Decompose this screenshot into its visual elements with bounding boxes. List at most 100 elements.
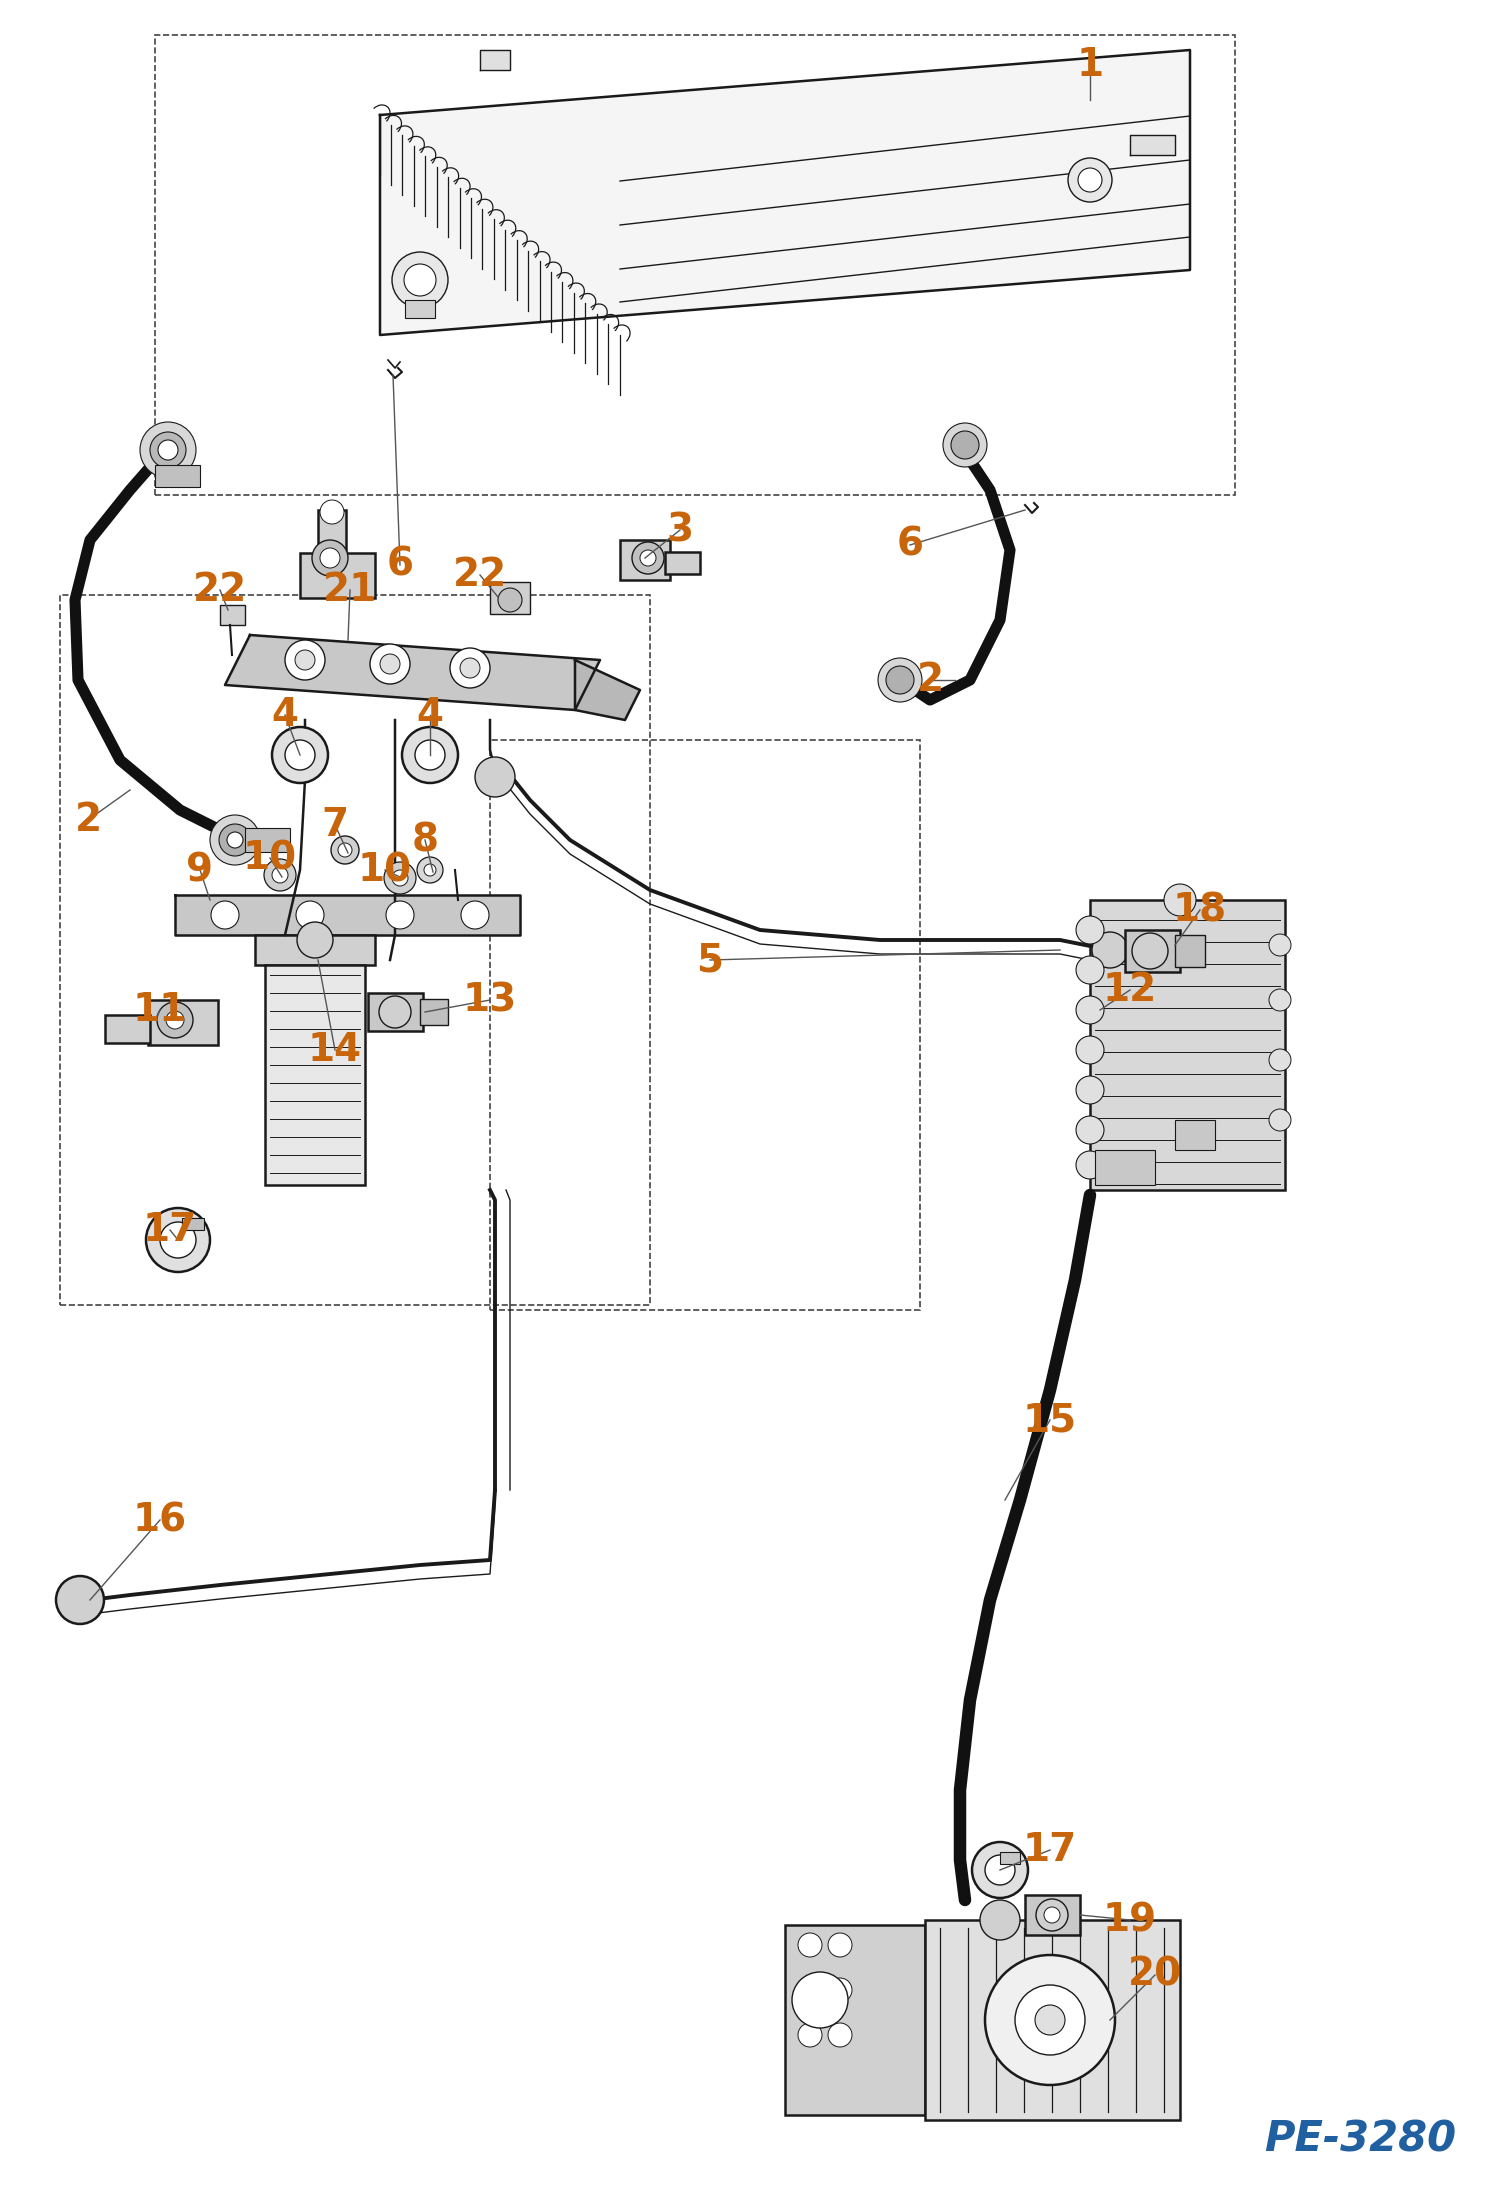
Circle shape	[386, 901, 413, 930]
Bar	[318, 511, 346, 555]
Circle shape	[383, 862, 416, 895]
Text: 18: 18	[1173, 890, 1227, 930]
Text: 17: 17	[1023, 1831, 1077, 1868]
Circle shape	[828, 1932, 852, 1956]
Polygon shape	[1129, 136, 1174, 156]
Bar	[1125, 930, 1180, 971]
Circle shape	[285, 739, 315, 770]
Circle shape	[264, 860, 297, 890]
Circle shape	[401, 728, 458, 783]
Polygon shape	[225, 636, 601, 711]
Circle shape	[1269, 1110, 1291, 1132]
Bar	[785, 1925, 924, 2114]
Text: 6: 6	[386, 546, 413, 583]
Circle shape	[640, 550, 656, 566]
Text: 9: 9	[186, 851, 214, 888]
Circle shape	[392, 252, 448, 307]
Bar	[369, 993, 422, 1031]
Circle shape	[1132, 932, 1168, 969]
Bar	[300, 553, 374, 599]
Circle shape	[460, 658, 479, 678]
Text: 16: 16	[133, 1500, 187, 1539]
Circle shape	[339, 842, 352, 857]
Bar	[181, 1217, 204, 1230]
Text: 13: 13	[463, 980, 517, 1020]
Circle shape	[166, 1011, 184, 1029]
Text: 7: 7	[322, 807, 349, 844]
Circle shape	[321, 500, 345, 524]
Bar	[1174, 934, 1204, 967]
Text: 21: 21	[324, 570, 377, 610]
Text: PE-3280: PE-3280	[1264, 2118, 1456, 2160]
Circle shape	[228, 831, 243, 849]
Circle shape	[1016, 1985, 1085, 2055]
Text: 22: 22	[452, 557, 508, 594]
Bar	[265, 965, 366, 1184]
Circle shape	[219, 825, 252, 855]
Bar	[404, 300, 434, 318]
Bar	[1095, 1149, 1155, 1184]
Bar	[148, 1000, 219, 1046]
Bar	[490, 739, 920, 1309]
Text: 1: 1	[1077, 46, 1104, 83]
Circle shape	[632, 542, 664, 575]
Circle shape	[297, 901, 324, 930]
Bar	[1174, 1121, 1215, 1149]
Polygon shape	[380, 50, 1189, 336]
Text: 22: 22	[193, 570, 247, 610]
Circle shape	[944, 423, 987, 467]
Circle shape	[321, 548, 340, 568]
Circle shape	[211, 901, 240, 930]
Circle shape	[1076, 1035, 1104, 1064]
Circle shape	[331, 836, 360, 864]
Circle shape	[798, 1932, 822, 1956]
Circle shape	[986, 1954, 1115, 2086]
Text: 14: 14	[309, 1031, 363, 1068]
Circle shape	[878, 658, 921, 702]
Circle shape	[980, 1899, 1020, 1941]
Bar	[255, 934, 374, 965]
Circle shape	[424, 864, 436, 875]
Bar	[1001, 1853, 1020, 1864]
Circle shape	[1164, 884, 1195, 917]
Polygon shape	[575, 660, 640, 719]
Circle shape	[157, 441, 178, 461]
Circle shape	[1037, 1899, 1068, 1932]
Bar	[154, 465, 201, 487]
Circle shape	[295, 649, 315, 671]
Text: 17: 17	[142, 1211, 198, 1250]
Circle shape	[1035, 2004, 1065, 2035]
Circle shape	[312, 539, 348, 577]
Text: 3: 3	[667, 511, 694, 548]
Circle shape	[792, 1972, 848, 2029]
Bar	[246, 829, 291, 853]
Circle shape	[416, 857, 443, 884]
Polygon shape	[479, 50, 509, 70]
Circle shape	[497, 588, 521, 612]
Text: 6: 6	[896, 526, 923, 564]
Circle shape	[392, 871, 407, 886]
Circle shape	[1076, 996, 1104, 1024]
Circle shape	[885, 667, 914, 693]
Circle shape	[798, 2022, 822, 2046]
Circle shape	[297, 921, 333, 958]
Text: 8: 8	[412, 820, 439, 860]
Circle shape	[986, 1855, 1016, 1886]
Text: 4: 4	[416, 695, 443, 735]
Bar	[665, 553, 700, 575]
Circle shape	[210, 816, 261, 864]
Bar	[924, 1921, 1180, 2121]
Circle shape	[475, 757, 515, 796]
Circle shape	[285, 640, 325, 680]
Circle shape	[145, 1208, 210, 1272]
Circle shape	[1092, 932, 1128, 967]
Circle shape	[828, 2022, 852, 2046]
Circle shape	[1068, 158, 1112, 202]
Circle shape	[273, 728, 328, 783]
Circle shape	[1076, 956, 1104, 985]
Text: 10: 10	[358, 851, 412, 888]
Circle shape	[449, 647, 490, 689]
Bar	[1091, 899, 1285, 1191]
Circle shape	[951, 432, 980, 458]
Bar	[1025, 1895, 1080, 1934]
